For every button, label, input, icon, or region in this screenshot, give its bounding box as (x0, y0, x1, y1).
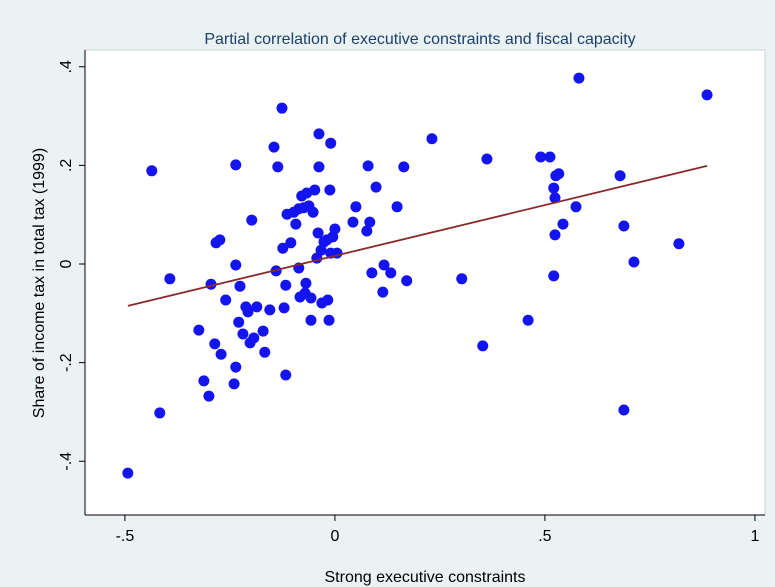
point (276, 102, 288, 114)
point (385, 267, 397, 279)
point (570, 201, 582, 213)
point (329, 223, 341, 235)
point (268, 141, 280, 153)
y-tick-label: .2 (58, 159, 75, 172)
point (230, 159, 242, 171)
y-axis-label: Share of income tax in total tax (1999) (31, 148, 48, 418)
fit-line (127, 165, 708, 307)
point (146, 165, 158, 177)
x-tick-label: 0 (330, 528, 339, 545)
point (362, 160, 374, 172)
point (242, 306, 254, 318)
point (237, 328, 249, 340)
x-tick-label: -.5 (116, 528, 135, 545)
point (246, 214, 258, 226)
point (325, 137, 337, 149)
point (548, 270, 560, 282)
point (614, 170, 626, 182)
point (193, 324, 205, 336)
point (230, 361, 242, 373)
point (122, 467, 134, 479)
point (347, 216, 359, 228)
point (628, 256, 640, 268)
point (251, 301, 263, 313)
point (618, 404, 630, 416)
x-tick-label: 1 (750, 528, 759, 545)
point (248, 332, 260, 344)
point (323, 314, 335, 326)
point (215, 348, 227, 360)
point (313, 161, 325, 173)
point (280, 369, 292, 381)
point (203, 390, 215, 402)
point (481, 153, 493, 165)
point (305, 292, 317, 304)
point (220, 294, 232, 306)
point (307, 206, 319, 218)
point (154, 407, 166, 419)
point (364, 216, 376, 228)
point (401, 275, 413, 287)
point (290, 218, 302, 230)
point (278, 302, 290, 314)
point (230, 259, 242, 271)
point (701, 89, 713, 101)
point (214, 234, 226, 246)
point (272, 161, 284, 173)
point (673, 238, 685, 250)
point (309, 184, 321, 196)
point (280, 279, 292, 291)
point (233, 316, 245, 328)
point (209, 338, 221, 350)
point (391, 201, 403, 213)
y-tick-label: -.2 (58, 353, 75, 372)
point (456, 273, 468, 285)
point (398, 161, 410, 173)
point (198, 375, 210, 387)
y-tick-label: .4 (58, 60, 75, 73)
point (366, 267, 378, 279)
point (522, 314, 534, 326)
point (312, 227, 324, 239)
point (164, 273, 176, 285)
point (234, 280, 246, 292)
chart-title: Partial correlation of executive constra… (204, 31, 635, 48)
point (324, 184, 336, 196)
point (264, 304, 276, 316)
point (553, 168, 565, 180)
point (378, 259, 390, 271)
y-tick-label: 0 (58, 259, 75, 268)
point (322, 294, 334, 306)
point (315, 244, 327, 256)
point (477, 340, 489, 352)
x-tick-label: .5 (538, 528, 551, 545)
point (259, 346, 271, 358)
point (257, 325, 269, 337)
point (370, 181, 382, 193)
point (426, 133, 438, 145)
point (300, 277, 312, 289)
point (228, 378, 240, 390)
point (557, 218, 569, 230)
point (549, 229, 561, 241)
point (350, 201, 362, 213)
point (573, 72, 585, 84)
plot-region (84, 49, 766, 516)
point (313, 128, 325, 140)
x-axis-label: Strong executive constraints (325, 569, 526, 586)
point (277, 242, 289, 254)
point (618, 220, 630, 232)
y-tick-label: -.4 (58, 452, 75, 471)
point (285, 237, 297, 249)
point (544, 151, 556, 163)
point (548, 182, 560, 194)
point (305, 314, 317, 326)
point (361, 225, 373, 237)
point (535, 151, 547, 163)
point (377, 286, 389, 298)
point (549, 192, 561, 204)
